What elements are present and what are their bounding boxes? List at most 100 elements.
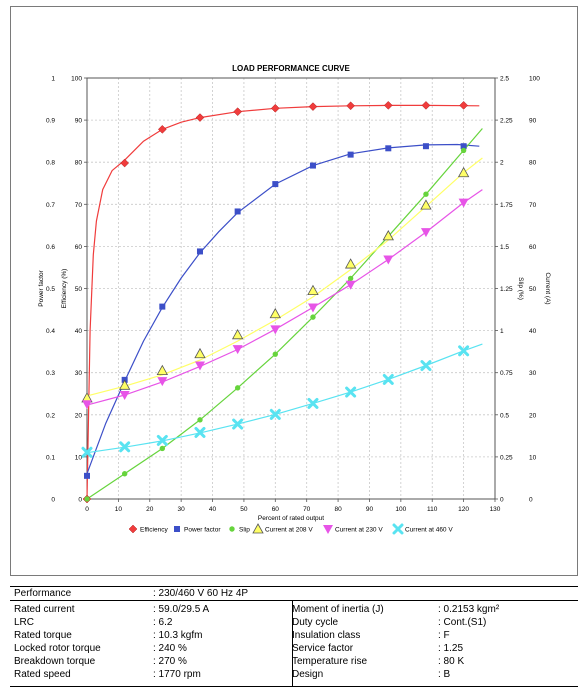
data-point-power-factor bbox=[272, 181, 279, 188]
efficiency-tick-label: 30 bbox=[75, 370, 83, 377]
data-point-current-at-230-v bbox=[194, 361, 205, 371]
legend-marker-current-at-460-v bbox=[392, 523, 404, 535]
spec-label-temperature-rise: Temperature rise bbox=[292, 656, 368, 667]
data-point-current-at-208-v bbox=[307, 284, 319, 296]
efficiency-axis-label: Efficiency (%) bbox=[61, 269, 68, 309]
spec-value-rated-current: : 59.0/29.5 A bbox=[153, 604, 210, 615]
series-line-slip bbox=[86, 128, 483, 500]
x-tick-label: 100 bbox=[395, 506, 406, 513]
data-point-slip bbox=[159, 445, 166, 452]
slip-tick-label: 0 bbox=[500, 497, 504, 504]
data-point-current-at-230-v bbox=[157, 377, 168, 387]
data-point-current-at-460-v bbox=[382, 373, 394, 385]
chart-title: LOAD PERFORMANCE CURVE bbox=[232, 64, 350, 73]
data-point-efficiency bbox=[308, 102, 318, 111]
spec-label-service-factor: Service factor bbox=[292, 643, 354, 654]
slip-tick-label: 0.75 bbox=[500, 370, 513, 377]
data-point-current-at-460-v bbox=[420, 360, 432, 372]
data-point-efficiency bbox=[195, 113, 205, 122]
x-tick-label: 40 bbox=[209, 506, 217, 513]
slip-tick-label: 2.25 bbox=[500, 118, 513, 125]
efficiency-tick-label: 80 bbox=[75, 160, 83, 167]
legend-label-current-at-230-v: Current at 230 V bbox=[335, 527, 383, 534]
efficiency-tick-label: 0 bbox=[78, 497, 82, 504]
data-point-current-at-208-v bbox=[420, 199, 432, 210]
power-factor-tick-label: 0.8 bbox=[46, 160, 55, 167]
slip-tick-label: 0.25 bbox=[500, 454, 513, 461]
data-point-efficiency bbox=[120, 158, 130, 168]
data-point-current-at-208-v bbox=[382, 230, 394, 241]
data-point-slip bbox=[347, 275, 354, 282]
data-point-efficiency bbox=[157, 125, 167, 134]
data-point-current-at-460-v bbox=[194, 426, 206, 438]
data-point-slip bbox=[84, 496, 90, 502]
x-tick-label: 90 bbox=[366, 506, 374, 513]
performance-label: Performance bbox=[14, 588, 72, 599]
spec-value-design: : B bbox=[438, 669, 451, 680]
spec-value-moment-of-inertia: : 0.2153 kgm² bbox=[438, 604, 500, 615]
data-point-current-at-460-v bbox=[269, 408, 281, 420]
data-point-current-at-208-v bbox=[156, 364, 169, 375]
data-point-slip bbox=[121, 471, 128, 477]
data-point-power-factor bbox=[309, 162, 316, 169]
current-tick-label: 30 bbox=[529, 370, 537, 377]
data-point-current-at-230-v bbox=[232, 345, 243, 355]
x-tick-label: 120 bbox=[458, 506, 469, 513]
x-tick-label: 30 bbox=[178, 506, 186, 513]
spec-value-lrc: : 6.2 bbox=[153, 617, 173, 628]
slip-tick-label: 1 bbox=[500, 328, 504, 335]
x-tick-label: 80 bbox=[334, 506, 342, 513]
slip-tick-label: 2 bbox=[500, 160, 504, 167]
data-point-power-factor bbox=[460, 143, 467, 150]
current-tick-label: 10 bbox=[529, 454, 537, 461]
data-point-efficiency bbox=[346, 101, 355, 111]
series-line-current-at-208-v bbox=[86, 157, 483, 397]
data-point-current-at-208-v bbox=[194, 347, 206, 359]
spec-label-breakdown-torque: Breakdown torque bbox=[14, 656, 96, 667]
power-factor-tick-label: 0.6 bbox=[46, 244, 55, 251]
efficiency-tick-label: 60 bbox=[75, 244, 83, 251]
spec-value-locked-rotor-torque: : 240 % bbox=[153, 643, 187, 654]
spec-value-breakdown-torque: : 270 % bbox=[153, 656, 187, 667]
power-factor-tick-label: 0.4 bbox=[46, 328, 55, 335]
specifications-table: Rated current : 59.0/29.5 A LRC : 6.2 Ra… bbox=[10, 601, 578, 687]
spec-value-duty-cycle: : Cont.(S1) bbox=[438, 617, 487, 628]
spec-label-lrc: LRC bbox=[14, 617, 35, 628]
efficiency-tick-label: 50 bbox=[75, 286, 83, 293]
data-point-current-at-230-v bbox=[82, 400, 92, 410]
data-point-current-at-230-v bbox=[345, 280, 356, 290]
spec-value-rated-torque: : 10.3 kgfm bbox=[153, 630, 203, 641]
data-point-current-at-208-v bbox=[344, 258, 357, 269]
efficiency-tick-label: 100 bbox=[71, 76, 82, 83]
data-point-current-at-460-v bbox=[307, 397, 319, 409]
table-divider bbox=[292, 601, 293, 687]
power-factor-tick-label: 0 bbox=[51, 497, 55, 504]
current-tick-label: 0 bbox=[529, 497, 533, 504]
legend-marker-slip bbox=[229, 526, 235, 532]
efficiency-tick-label: 10 bbox=[75, 454, 83, 461]
current-tick-label: 70 bbox=[529, 202, 537, 209]
legend-marker-current-at-208-v bbox=[252, 523, 264, 534]
data-point-power-factor bbox=[422, 143, 429, 150]
data-point-slip bbox=[310, 314, 316, 320]
data-point-efficiency bbox=[383, 101, 393, 110]
power-factor-tick-label: 0.2 bbox=[46, 412, 55, 419]
chart-frame bbox=[10, 6, 578, 576]
slip-tick-label: 2.5 bbox=[500, 76, 509, 83]
data-point-power-factor bbox=[234, 208, 241, 215]
spec-label-locked-rotor-torque: Locked rotor torque bbox=[14, 643, 101, 654]
data-point-current-at-460-v bbox=[81, 446, 93, 458]
current-tick-label: 50 bbox=[529, 286, 537, 293]
data-point-current-at-460-v bbox=[345, 386, 357, 398]
data-point-current-at-230-v bbox=[307, 303, 318, 313]
data-point-power-factor bbox=[347, 151, 354, 158]
slip-tick-label: 0.5 bbox=[500, 412, 509, 419]
data-point-current-at-230-v bbox=[420, 228, 431, 238]
legend-label-efficiency: Efficiency bbox=[140, 527, 168, 534]
slip-tick-label: 1.75 bbox=[500, 202, 513, 209]
x-tick-label: 50 bbox=[240, 506, 248, 513]
series-line-current-at-460-v bbox=[86, 343, 483, 454]
data-point-power-factor bbox=[84, 472, 90, 479]
efficiency-tick-label: 70 bbox=[75, 202, 83, 209]
data-point-current-at-230-v bbox=[458, 198, 469, 208]
